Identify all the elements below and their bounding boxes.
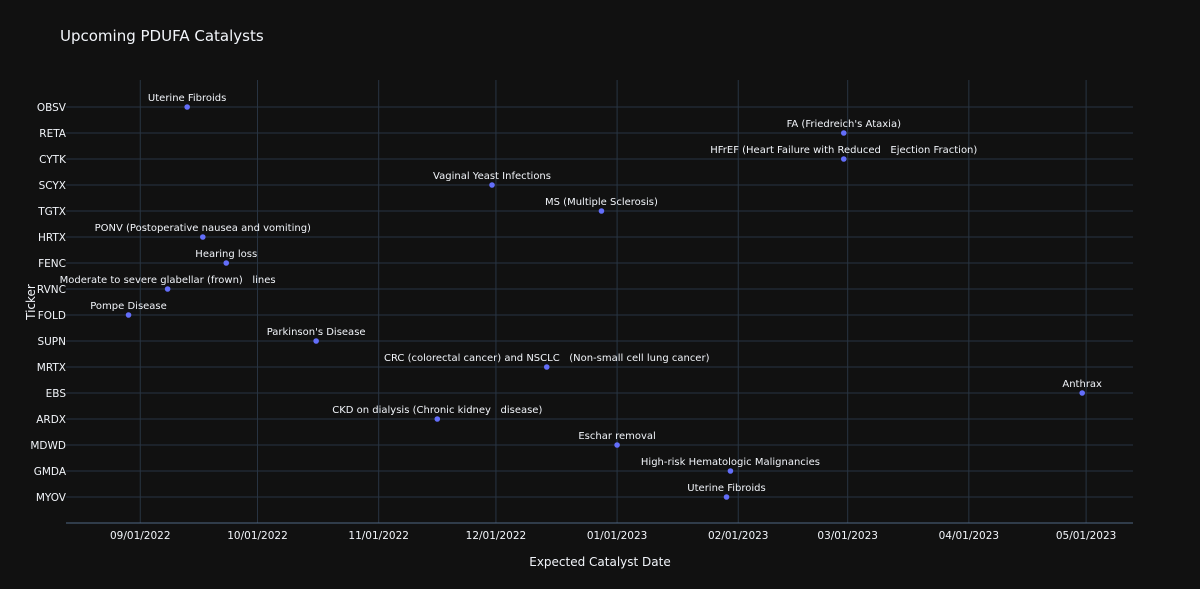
- data-label-mrtx: CRC (colorectal cancer) and NSCLC (Non-s…: [384, 353, 710, 364]
- y-tick-label-fold: FOLD: [38, 310, 66, 322]
- data-point-mrtx[interactable]: [543, 364, 550, 370]
- data-label-cytk: HFrEF (Heart Failure with Reduced Ejecti…: [710, 145, 977, 156]
- data-label-ardx: CKD on dialysis (Chronic kidney disease): [332, 405, 542, 416]
- x-axis-title: Expected Catalyst Date: [529, 555, 670, 569]
- data-point-rvnc[interactable]: [164, 286, 171, 292]
- data-label-reta: FA (Friedreich's Ataxia): [787, 119, 902, 130]
- y-tick-label-scyx: SCYX: [39, 180, 66, 192]
- data-label-obsv: Uterine Fibroids: [148, 93, 226, 104]
- data-point-gmda[interactable]: [727, 468, 734, 474]
- data-point-ebs[interactable]: [1079, 390, 1085, 396]
- y-tick-label-ebs: EBS: [46, 388, 67, 400]
- y-tick-label-obsv: OBSV: [37, 102, 67, 114]
- y-tick-label-mrtx: MRTX: [37, 362, 66, 374]
- data-point-mdwd[interactable]: [614, 442, 620, 448]
- data-label-supn: Parkinson's Disease: [267, 327, 366, 338]
- data-point-reta[interactable]: [840, 130, 847, 136]
- y-tick-label-reta: RETA: [39, 128, 67, 140]
- data-label-gmda: High-risk Hematologic Malignancies: [641, 457, 820, 468]
- x-tick-label: 05/01/2023: [1056, 530, 1117, 542]
- y-tick-label-cytk: CYTK: [39, 154, 67, 166]
- y-axis-ticks: OBSV RETA CYTK SCYX TGTX HRTX FENC RVNC FOLD SUPN…: [30, 102, 67, 504]
- y-tick-label-supn: SUPN: [37, 336, 66, 348]
- chart-title: Upcoming PDUFA Catalysts: [60, 27, 264, 45]
- data-point-supn[interactable]: [313, 338, 319, 344]
- x-tick-label: 12/01/2022: [466, 530, 527, 542]
- data-labels: Uterine Fibroids FA (Friedreich's Ataxia)…: [60, 93, 1102, 494]
- y-tick-label-fenc: FENC: [38, 258, 66, 270]
- data-point-myov[interactable]: [723, 494, 730, 500]
- data-label-mdwd: Eschar removal: [578, 431, 656, 442]
- x-tick-label: 11/01/2022: [348, 530, 409, 542]
- data-point-fold[interactable]: [125, 312, 132, 318]
- data-label-scyx: Vaginal Yeast Infections: [433, 171, 551, 182]
- data-point-tgtx[interactable]: [598, 208, 605, 214]
- data-label-fold: Pompe Disease: [90, 301, 167, 312]
- y-tick-label-hrtx: HRTX: [38, 232, 66, 244]
- x-tick-label: 03/01/2023: [817, 530, 878, 542]
- data-point-fenc[interactable]: [223, 260, 230, 266]
- data-point-scyx[interactable]: [489, 182, 495, 188]
- data-label-hrtx: PONV (Postoperative nausea and vomiting): [95, 223, 311, 234]
- data-label-fenc: Hearing loss: [195, 249, 257, 260]
- data-points: [125, 104, 1085, 500]
- data-label-myov: Uterine Fibroids: [687, 483, 765, 494]
- data-point-cytk[interactable]: [840, 156, 847, 162]
- x-tick-label: 10/01/2022: [227, 530, 288, 542]
- x-tick-label: 02/01/2023: [708, 530, 769, 542]
- data-point-ardx[interactable]: [434, 416, 441, 422]
- x-tick-label: 04/01/2023: [939, 530, 1000, 542]
- y-tick-label-gmda: GMDA: [34, 466, 67, 478]
- y-tick-label-mdwd: MDWD: [30, 440, 66, 452]
- data-point-obsv[interactable]: [184, 104, 190, 110]
- data-label-tgtx: MS (Multiple Sclerosis): [545, 197, 658, 208]
- y-tick-label-myov: MYOV: [36, 492, 67, 504]
- data-point-hrtx[interactable]: [199, 234, 206, 240]
- x-tick-label: 01/01/2023: [587, 530, 648, 542]
- y-tick-label-ardx: ARDX: [36, 414, 66, 426]
- data-label-ebs: Anthrax: [1062, 379, 1102, 390]
- y-tick-label-rvnc: RVNC: [37, 284, 66, 296]
- x-axis-ticks: 09/01/2022 10/01/2022 11/01/2022 12/01/2022…: [110, 530, 1116, 542]
- data-label-rvnc: Moderate to severe glabellar (frown) lin…: [60, 275, 276, 286]
- y-axis-title: Ticker: [24, 284, 38, 321]
- x-tick-label: 09/01/2022: [110, 530, 171, 542]
- y-tick-label-tgtx: TGTX: [37, 206, 66, 218]
